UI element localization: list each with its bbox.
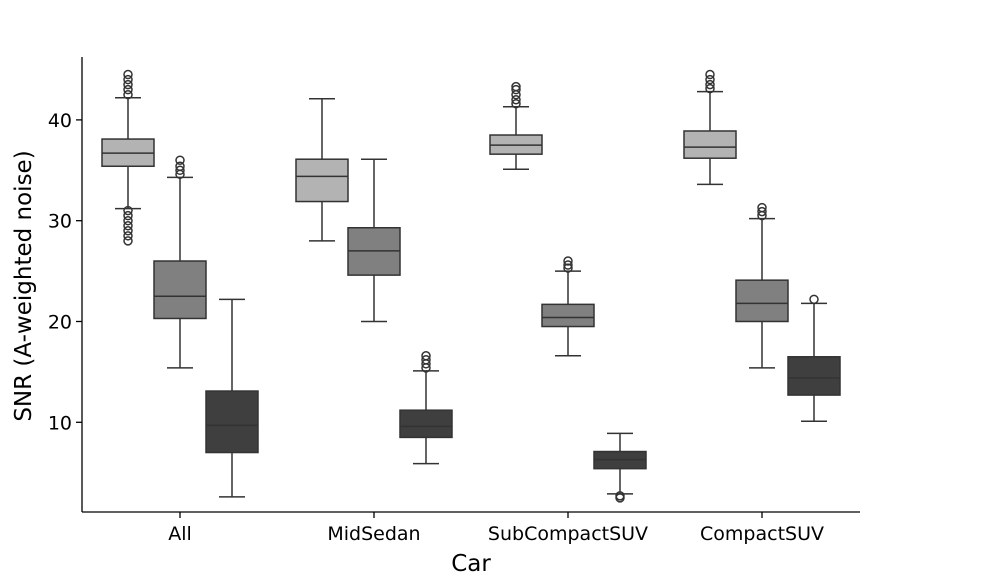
- outlier-point: [175, 155, 185, 165]
- outlier-point: [123, 74, 133, 85]
- outlier-point: [563, 260, 573, 270]
- outlier-point: [123, 231, 133, 241]
- outlier-point: [563, 256, 573, 266]
- outlier-point: [705, 79, 715, 90]
- outlier-point: [757, 206, 767, 217]
- outlier-point: [123, 79, 133, 90]
- box-iqr: [541, 303, 595, 328]
- box-group: [489, 81, 543, 171]
- outlier-point: [511, 81, 521, 92]
- boxes-layer: [101, 69, 841, 503]
- outlier-point: [421, 351, 431, 361]
- box-group: [683, 69, 737, 186]
- outlier-point: [123, 215, 133, 226]
- box-group: [541, 256, 595, 357]
- box-iqr: [205, 390, 259, 454]
- x-tick-label: All: [168, 523, 192, 545]
- x-axis-title: Car: [451, 551, 491, 577]
- x-tick-label: SubCompactSUV: [488, 523, 648, 545]
- box-group: [593, 432, 647, 503]
- box-iqr: [683, 130, 737, 159]
- box-group: [101, 69, 155, 246]
- box-group: [735, 202, 789, 369]
- box-iqr: [787, 356, 841, 396]
- box-group: [153, 155, 207, 369]
- outlier-point: [615, 491, 625, 501]
- outlier-point: [705, 74, 715, 85]
- box-iqr: [295, 158, 349, 203]
- outlier-point: [809, 294, 819, 305]
- outlier-point: [123, 205, 133, 216]
- outlier-point: [511, 94, 521, 105]
- box-iqr: [399, 409, 453, 439]
- box-iqr: [735, 279, 789, 323]
- y-ticks: 10 20 30 40: [48, 110, 82, 434]
- y-tick-label: 10: [48, 412, 72, 434]
- outlier-point: [123, 89, 133, 100]
- outlier-point: [757, 202, 767, 213]
- outlier-point: [705, 83, 715, 94]
- outlier-point: [123, 236, 133, 246]
- x-ticks: All MidSedan SubCompactSUV CompactSUV: [168, 512, 824, 545]
- outlier-point: [705, 69, 715, 80]
- x-tick-label: CompactSUV: [700, 523, 824, 545]
- outlier-point: [511, 99, 521, 109]
- box-group: [295, 97, 349, 242]
- y-axis-title: SNR (A-weighted noise): [11, 150, 37, 421]
- outlier-point: [563, 263, 573, 273]
- box-group: [399, 351, 453, 465]
- y-tick-label: 20: [48, 311, 72, 333]
- outlier-point: [123, 69, 133, 80]
- box-iqr: [153, 260, 207, 320]
- y-tick-label: 30: [48, 211, 72, 233]
- outlier-point: [123, 210, 133, 221]
- outlier-point: [175, 165, 185, 176]
- box-group: [347, 158, 401, 323]
- box-group: [787, 294, 841, 423]
- outlier-point: [123, 84, 133, 95]
- outlier-point: [175, 161, 185, 172]
- y-tick-label: 40: [48, 110, 72, 132]
- outlier-point: [511, 84, 521, 95]
- x-tick-label: MidSedan: [327, 523, 420, 545]
- outlier-point: [123, 220, 133, 231]
- outlier-point: [123, 226, 133, 236]
- box-group: [205, 298, 259, 498]
- outlier-point: [421, 355, 431, 365]
